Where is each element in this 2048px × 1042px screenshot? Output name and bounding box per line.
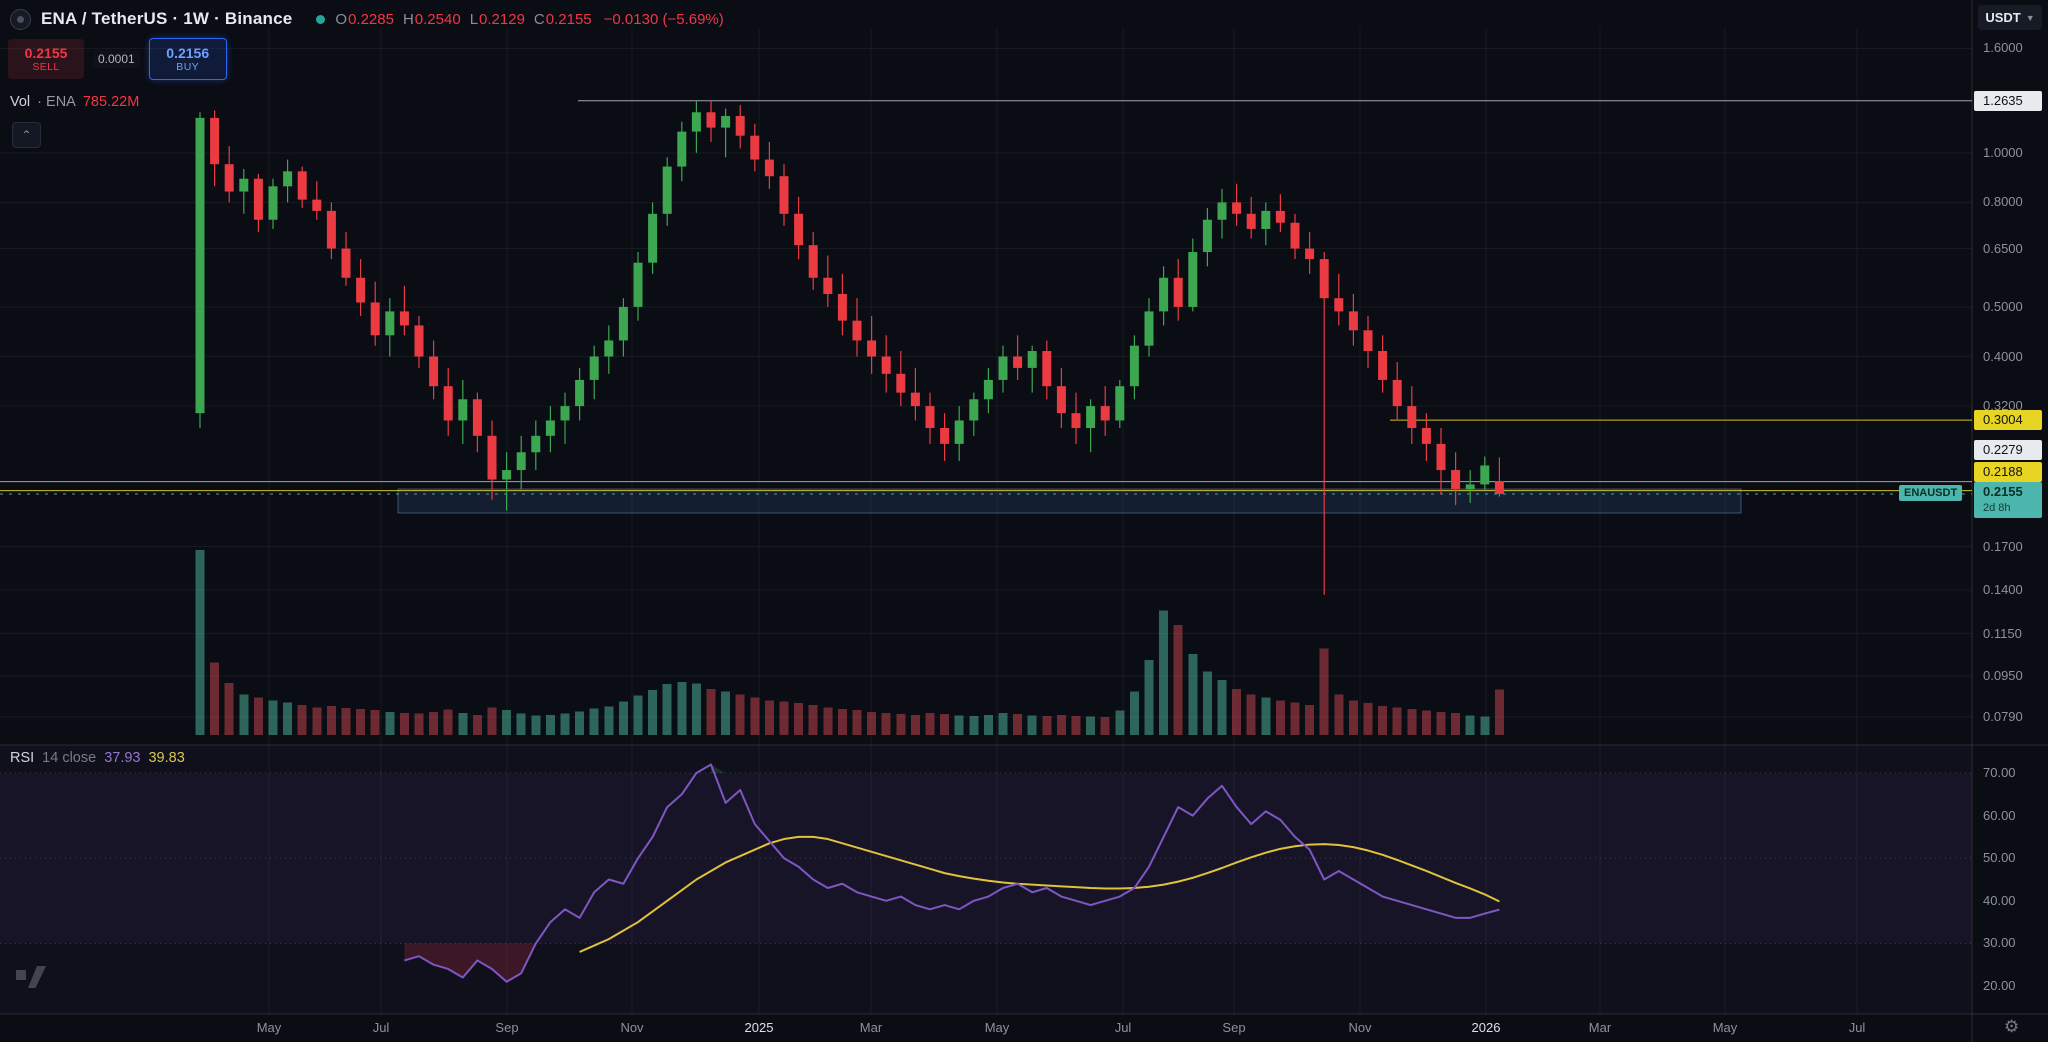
volume-name: Vol: [10, 94, 31, 110]
chevron-up-icon: ⌃: [21, 128, 32, 142]
price-tick-label: 1.6000: [1983, 40, 2023, 56]
sell-price: 0.2155: [24, 44, 68, 61]
rsi-params: 14 close: [42, 750, 97, 766]
volume-value: 785.22M: [82, 94, 140, 110]
price-change: −0.0130 (−5.69%): [603, 10, 724, 28]
price-tick-label: 0.1700: [1983, 538, 2023, 554]
open-value: 0.2285: [348, 10, 394, 28]
time-tick-label: Mar: [1588, 1020, 1612, 1035]
market-status-icon: [316, 14, 326, 24]
rsi-name: RSI: [10, 750, 35, 766]
open-label: O: [335, 10, 348, 28]
rsi-legend[interactable]: RSI 14 close 37.93 39.83: [10, 750, 185, 766]
currency-selector[interactable]: USDT ▼: [1978, 5, 2042, 30]
time-tick-label: Sep: [495, 1020, 519, 1035]
line-price-label: 0.2279: [1974, 440, 2042, 460]
sell-label: SELL: [32, 61, 60, 74]
volume-layer: [195, 550, 1504, 735]
time-tick-label: Nov: [1348, 1020, 1372, 1035]
low-value: 0.2129: [479, 10, 525, 28]
rsi-tick-label: 60.00: [1983, 807, 2016, 823]
rsi-tick-label: 40.00: [1983, 892, 2016, 908]
time-tick-label: Nov: [620, 1020, 644, 1035]
settings-gear-icon[interactable]: ⚙: [2004, 1017, 2020, 1036]
currency-value: USDT: [1985, 10, 2021, 25]
time-axis[interactable]: May Jul Sep Nov 2025 Mar May Jul Sep Nov 2026 Mar Ma…: [0, 1014, 1972, 1042]
chevron-down-icon: ▼: [2025, 12, 2035, 23]
rsi-tick-label: 30.00: [1983, 935, 2016, 951]
drawings-layer: [0, 100, 1972, 514]
spread-value: 0.0001: [93, 50, 140, 68]
price-tick-label: 1.0000: [1983, 144, 2023, 160]
collapse-pane-button[interactable]: ⌃: [12, 122, 41, 148]
time-tick-label: Mar: [859, 1020, 883, 1035]
ohlc-values: O0.2285 H0.2540 L0.2129 C0.2155: [335, 11, 591, 28]
rsi-tick-label: 20.00: [1983, 978, 2016, 993]
price-tick-label: 0.4000: [1983, 348, 2023, 364]
sell-button[interactable]: 0.2155 SELL: [8, 39, 84, 79]
buy-price: 0.2156: [166, 44, 210, 61]
price-tick-label: 0.1400: [1983, 581, 2023, 597]
time-tick-label: Jul: [1848, 1020, 1866, 1035]
time-tick-label: May: [256, 1020, 282, 1035]
time-tick-label: Jul: [1114, 1020, 1132, 1035]
symbol-logo-icon[interactable]: [10, 8, 31, 30]
grid-layer: [0, 28, 1972, 1014]
current-price-label: 0.2155 2d 8h: [1974, 482, 2042, 518]
symbol-header: ENA / TetherUS · 1W · Binance O0.2285 H0…: [10, 6, 724, 32]
rsi-layer: [404, 763, 1500, 983]
line-price-label: 0.2188: [1974, 462, 2042, 482]
symbol-price-tag: ENAUSDT: [1899, 485, 1963, 501]
close-label: C: [533, 10, 545, 28]
trade-widget: 0.2155 SELL 0.0001 0.2156 BUY: [8, 38, 227, 80]
price-tick-label: 0.1150: [1983, 625, 2022, 641]
time-tick-label: May: [1712, 1020, 1738, 1035]
candles-layer: [195, 100, 1504, 595]
price-tick-label: 0.3200: [1983, 398, 2023, 414]
rsi-tick-label: 50.00: [1983, 850, 2016, 866]
rsi-value: 37.93: [104, 750, 141, 766]
line-price-label: 0.3004: [1974, 410, 2042, 430]
price-tick-label: 0.8000: [1983, 194, 2023, 210]
time-tick-label: Jul: [372, 1020, 390, 1035]
tradingview-logo[interactable]: [16, 962, 50, 993]
price-tick-label: 0.0950: [1983, 668, 2023, 684]
time-tick-label: Sep: [1222, 1020, 1246, 1035]
time-tick-label: 2025: [744, 1020, 774, 1035]
rsi-ma-value: 39.83: [148, 750, 185, 766]
line-price-label: 1.2635: [1974, 90, 2042, 111]
symbol-title[interactable]: ENA / TetherUS · 1W · Binance: [41, 9, 293, 28]
price-tick-label: 0.5000: [1983, 298, 2023, 314]
high-label: H: [402, 10, 414, 28]
price-tick-label: 0.6500: [1983, 240, 2023, 256]
bar-countdown: 2d 8h: [1983, 502, 2011, 514]
volume-symbol: · ENA: [37, 94, 76, 110]
buy-button[interactable]: 0.2156 BUY: [148, 38, 227, 80]
time-tick-label: 2026: [1471, 1020, 1501, 1035]
current-price-value: 0.2155: [1983, 484, 2023, 499]
low-label: L: [469, 10, 479, 28]
rsi-tick-label: 70.00: [1983, 765, 2016, 780]
buy-label: BUY: [176, 61, 200, 74]
price-axis[interactable]: 0.2155 2d 8h 1.6000 1.0000 0.8000 0.6500 0.5…: [1972, 0, 2048, 1014]
high-value: 0.2540: [414, 10, 461, 28]
price-tick-label: 0.0790: [1983, 709, 2023, 725]
volume-legend[interactable]: Vol · ENA 785.22M: [10, 94, 139, 110]
time-tick-label: May: [984, 1020, 1010, 1035]
close-value: 0.2155: [545, 10, 592, 28]
